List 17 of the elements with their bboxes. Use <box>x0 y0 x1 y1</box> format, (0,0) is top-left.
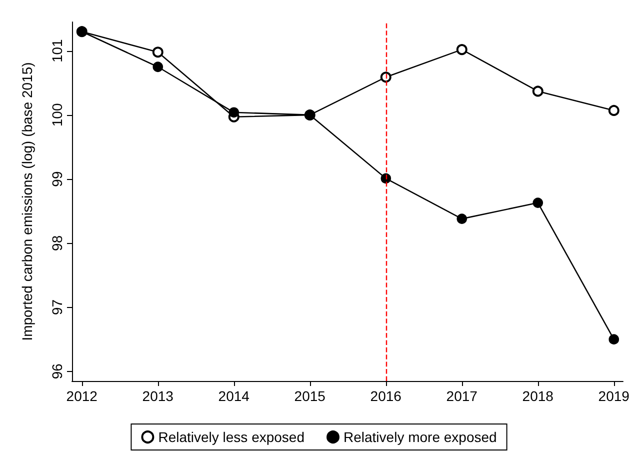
x-tick-label: 2015 <box>294 388 326 404</box>
x-tick-label: 2014 <box>218 388 250 404</box>
x-tick-label: 2013 <box>142 388 174 404</box>
x-tick-label: 2012 <box>66 388 98 404</box>
legend-label: Relatively less exposed <box>158 429 304 445</box>
y-tick-label: 101 <box>49 38 65 63</box>
y-tick-label: 100 <box>49 103 65 127</box>
x-tick-label: 2017 <box>446 388 478 404</box>
y-tick-label: 97 <box>49 299 65 316</box>
y-tick-label: 99 <box>49 171 65 187</box>
x-tick-label: 2016 <box>370 388 402 404</box>
y-tick-label: 96 <box>49 363 65 380</box>
x-tick-label: 2018 <box>522 388 554 404</box>
x-tick-label: 2019 <box>598 388 630 404</box>
legend-label: Relatively more exposed <box>344 429 497 445</box>
y-tick-label: 98 <box>49 235 65 251</box>
y-axis-title: Imported carbon emissions (log) (base 2015) <box>19 62 35 341</box>
